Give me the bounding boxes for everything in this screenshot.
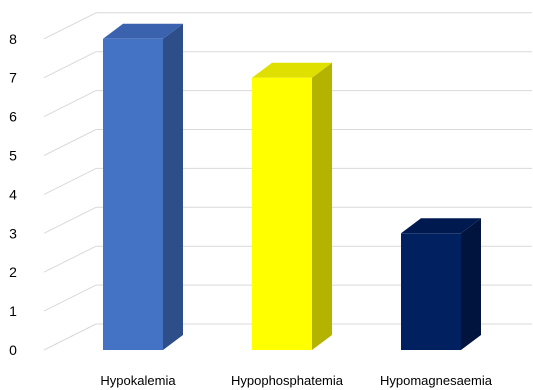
y-tick-label: 1: [9, 303, 17, 319]
x-category-label: Hypomagnesaemia: [380, 373, 493, 388]
x-category-label: Hypokalemia: [100, 373, 176, 388]
bar-side: [461, 218, 481, 350]
y-tick-label: 6: [9, 109, 17, 125]
y-tick-label: 8: [9, 31, 17, 47]
x-axis-labels: Hypokalemia Hypophosphatemia Hypomagnesaem…: [100, 373, 492, 388]
bar-front: [103, 39, 163, 350]
gridline-diagonal: [44, 207, 96, 233]
y-tick-label: 3: [9, 225, 17, 241]
gridline-diagonal: [44, 91, 96, 117]
gridline-diagonal: [44, 130, 96, 156]
y-tick-label: 2: [9, 264, 17, 280]
gridline-diagonal: [44, 324, 96, 350]
bar: [103, 24, 183, 350]
bar-front: [252, 78, 312, 350]
bar-side: [163, 24, 183, 350]
gridline-diagonal: [44, 168, 96, 194]
gridline-diagonal: [44, 246, 96, 272]
bars: [103, 24, 481, 350]
x-category-label: Hypophosphatemia: [231, 373, 344, 388]
y-tick-label: 4: [9, 186, 17, 202]
y-axis-ticks: 0 1 2 3 4 5 6 7 8: [9, 31, 17, 358]
bar: [252, 63, 332, 350]
gridline-diagonal: [44, 285, 96, 311]
y-tick-label: 7: [9, 70, 17, 86]
gridline-diagonal: [44, 52, 96, 78]
bar: [401, 218, 481, 350]
bar-side: [312, 63, 332, 350]
gridline-diagonal: [44, 13, 96, 39]
y-tick-label: 5: [9, 148, 17, 164]
y-tick-label: 0: [9, 342, 17, 358]
bar-front: [401, 233, 461, 350]
